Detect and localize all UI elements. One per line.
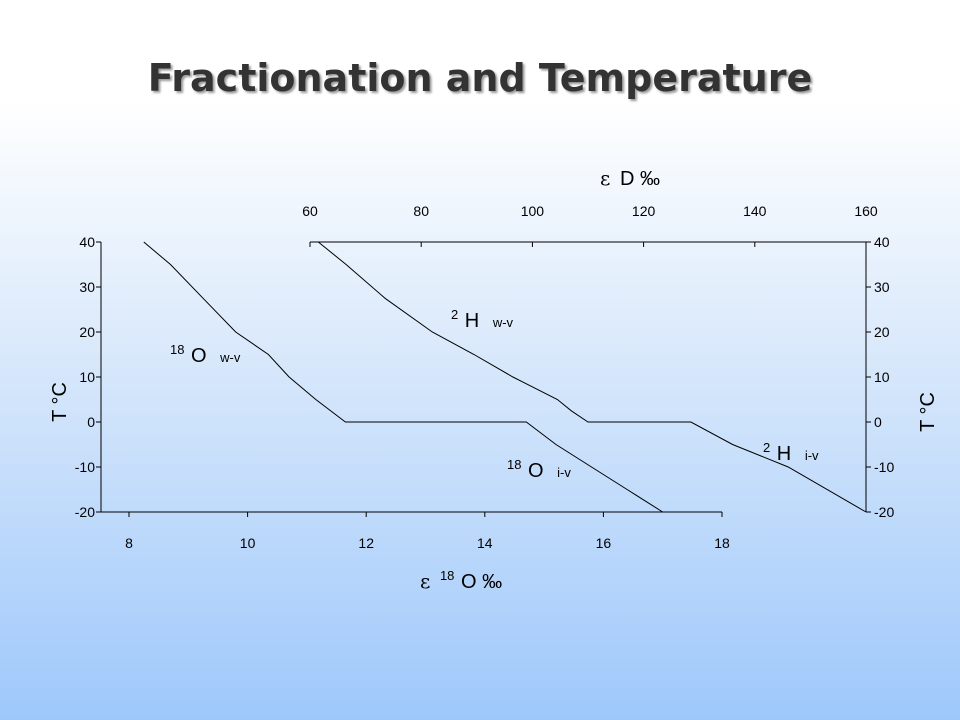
series-line-0 bbox=[143, 241, 663, 513]
y-tick-label: -10 bbox=[75, 459, 95, 475]
y2-tick-label: 40 bbox=[874, 234, 890, 250]
x-tick-label: 8 bbox=[125, 535, 133, 551]
x-tick-label: 14 bbox=[477, 535, 493, 551]
y-tick-label: 20 bbox=[79, 324, 95, 340]
y2-tick-label: 30 bbox=[874, 279, 890, 295]
x-tick-label: 10 bbox=[240, 535, 256, 551]
y2-tick-label: -20 bbox=[874, 504, 894, 520]
x2-axis-symbol: ε bbox=[600, 166, 610, 190]
x-axis-label: O ‰ bbox=[461, 571, 502, 593]
x2-tick-label: 160 bbox=[854, 203, 878, 219]
x2-axis-label: D ‰ bbox=[620, 168, 660, 190]
x2-tick-label: 120 bbox=[632, 203, 656, 219]
y2-axis-title: T °C bbox=[917, 392, 939, 432]
x2-tick-label: 80 bbox=[413, 203, 429, 219]
y2-tick-label: 10 bbox=[874, 369, 890, 385]
series-label-2h-iv: 2 H i-v bbox=[763, 435, 819, 465]
x-tick-label: 12 bbox=[358, 535, 374, 551]
y-tick-label: -20 bbox=[75, 504, 95, 520]
y-tick-label: 0 bbox=[87, 414, 95, 430]
series-label-2h-wv: 2 H w-v bbox=[451, 302, 514, 332]
x2-tick-label: 60 bbox=[302, 203, 318, 219]
series-group bbox=[143, 241, 867, 513]
x-axis-symbol: ε bbox=[420, 569, 430, 593]
series-line-1 bbox=[317, 241, 867, 513]
series-label-18o-iv: 18 O i-v bbox=[507, 452, 571, 482]
x2-axis-title: ε D ‰ bbox=[600, 166, 660, 190]
series-label-18o-wv: 18 O w-v bbox=[170, 337, 241, 367]
y-axis-title: T °C bbox=[49, 382, 71, 422]
y-tick-label: 40 bbox=[79, 234, 95, 250]
y2-tick-label: -10 bbox=[874, 459, 894, 475]
x-axis-title: ε 18 O ‰ bbox=[420, 563, 502, 593]
x2-tick-label: 100 bbox=[521, 203, 545, 219]
y2-tick-label: 20 bbox=[874, 324, 890, 340]
x-tick-label: 18 bbox=[714, 535, 730, 551]
chart-title: Fractionation and Temperature bbox=[147, 56, 813, 100]
y2-tick-label: 0 bbox=[874, 414, 882, 430]
y-tick-label: 10 bbox=[79, 369, 95, 385]
x2-tick-label: 140 bbox=[743, 203, 767, 219]
x-axis-superscript: 18 bbox=[440, 568, 454, 583]
x-tick-label: 16 bbox=[596, 535, 612, 551]
y-tick-label: 30 bbox=[79, 279, 95, 295]
